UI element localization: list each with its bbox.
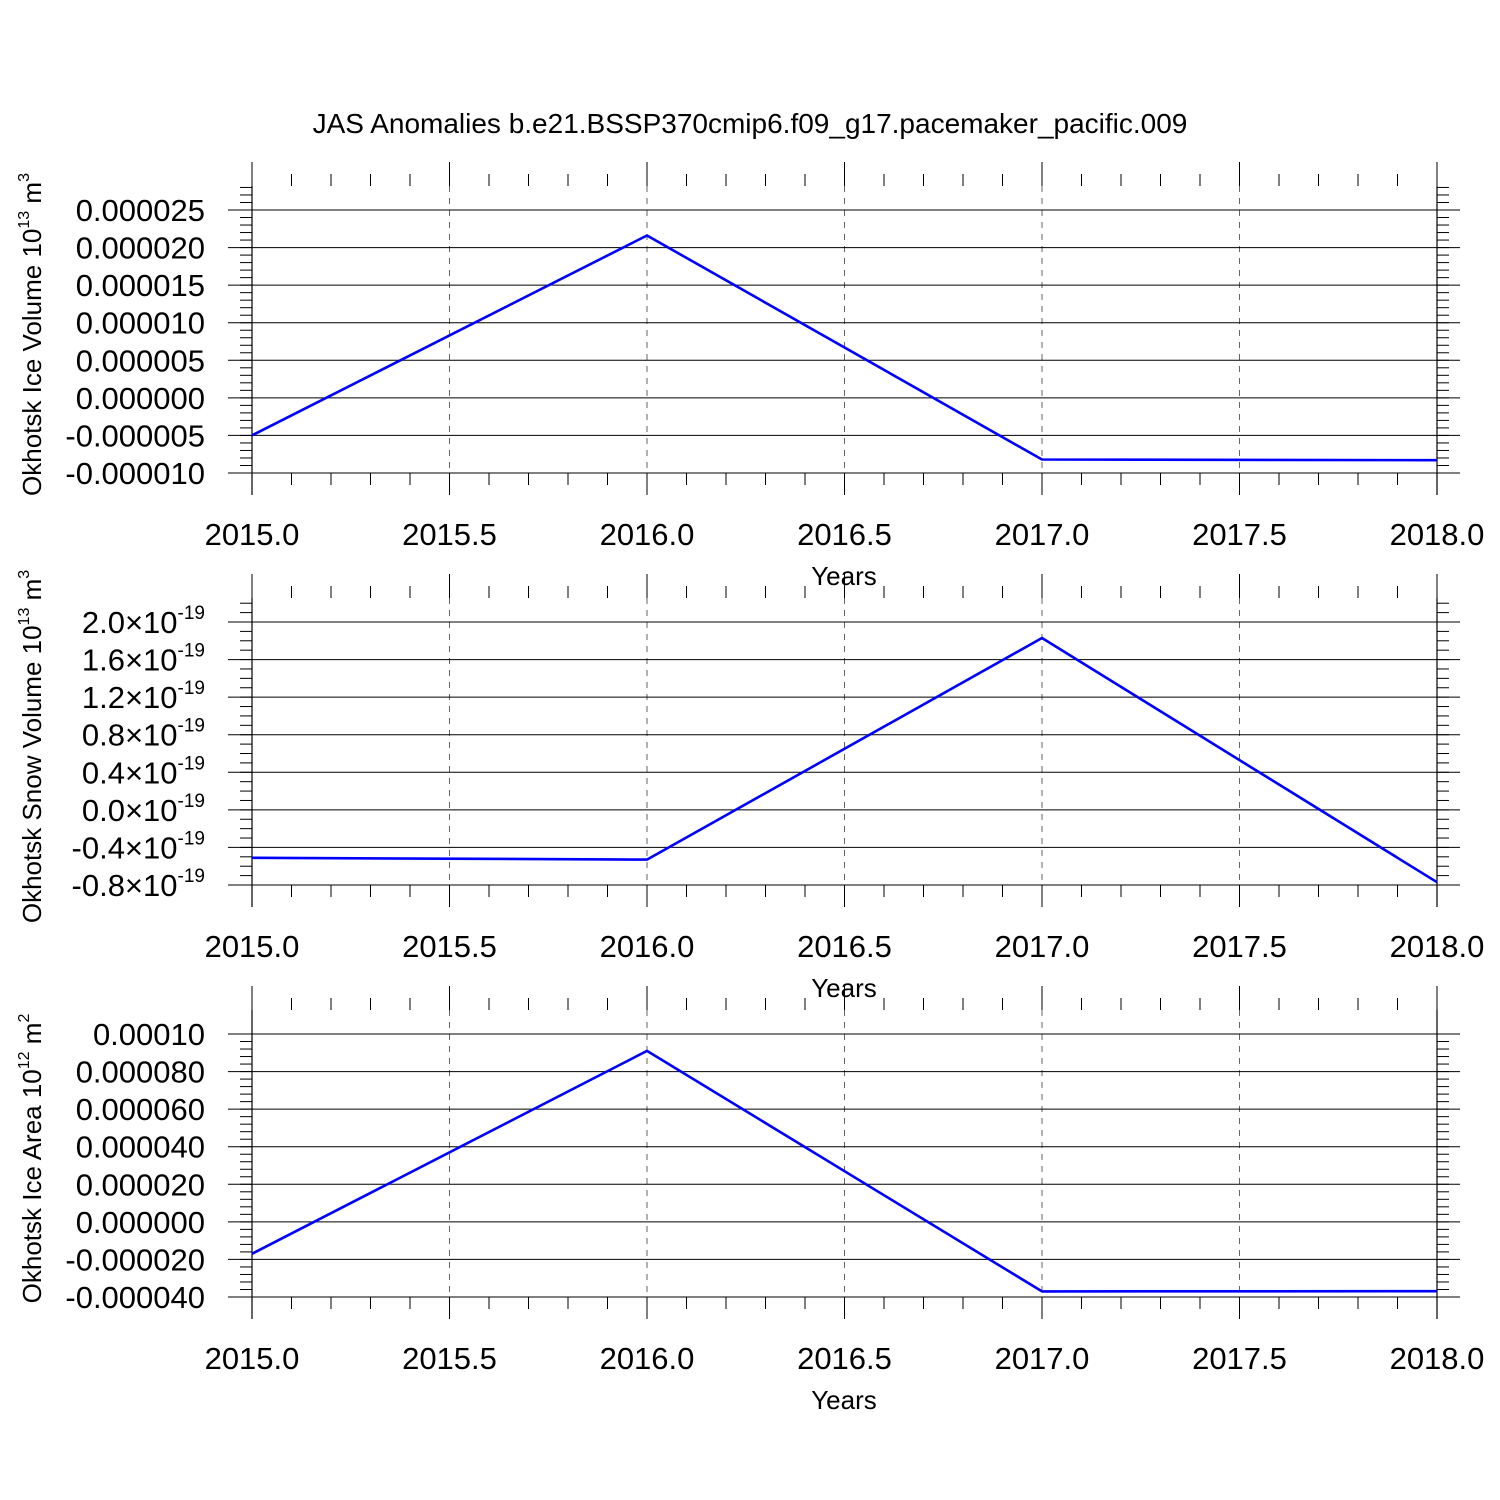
series-line	[251, 1049, 1438, 1293]
y-tick-label: 0.0×10-19	[82, 791, 205, 828]
x-tick-label: 2017.0	[995, 1341, 1090, 1376]
y-tick-label: 2.0×10-19	[82, 603, 205, 640]
x-tick-label: 2016.5	[797, 929, 892, 964]
chart-title: JAS Anomalies b.e21.BSSP370cmip6.f09_g17…	[0, 108, 1500, 140]
x-tick-label: 2016.0	[600, 1341, 695, 1376]
x-tick-label: 2018.0	[1390, 929, 1485, 964]
y-tick-label: 0.000000	[76, 1205, 205, 1240]
y-tick-label: 0.000020	[76, 1167, 205, 1202]
y-tick-label: 0.000000	[76, 381, 205, 416]
x-tick-label: 2017.5	[1192, 517, 1287, 552]
y-tick-label: 0.00010	[93, 1017, 205, 1052]
x-tick-label: 2017.5	[1192, 1341, 1287, 1376]
x-tick-label: 2017.5	[1192, 929, 1287, 964]
y-tick-label: 0.4×10-19	[82, 753, 205, 790]
x-tick-label: 2015.0	[205, 1341, 300, 1376]
y-tick-label: 0.000025	[76, 193, 205, 228]
y-tick-label: 0.000040	[76, 1130, 205, 1165]
x-tick-label: 2015.5	[402, 929, 497, 964]
y-tick-label: -0.000005	[65, 418, 205, 453]
y-tick-label: -0.000020	[65, 1242, 205, 1277]
y-tick-label: 0.000080	[76, 1055, 205, 1090]
x-tick-label: 2017.0	[995, 517, 1090, 552]
y-tick-label: -0.000040	[65, 1280, 205, 1315]
y-tick-label: 0.000010	[76, 306, 205, 341]
x-tick-label: 2018.0	[1390, 517, 1485, 552]
x-tick-label: 2015.0	[205, 929, 300, 964]
y-tick-label: 1.2×10-19	[82, 678, 205, 715]
y-axis-label: Okhotsk Snow Volume 1013 m3	[16, 570, 47, 923]
series-line	[251, 636, 1438, 884]
y-tick-label: -0.4×10-19	[72, 828, 205, 865]
x-tick-label: 2016.0	[600, 517, 695, 552]
x-tick-label: 2016.5	[797, 1341, 892, 1376]
x-tick-label: 2015.5	[402, 1341, 497, 1376]
chart-title-text: JAS Anomalies b.e21.BSSP370cmip6.f09_g17…	[312, 108, 1188, 139]
y-tick-label: -0.000010	[65, 456, 205, 491]
panel-ice-volume: 2015.0 2015.5 2016.0 2016.5 2017.0 2017.5 2018…	[16, 162, 1484, 591]
y-tick-label: 0.000060	[76, 1092, 205, 1127]
panel-ice-area: 2015.0 2015.5 2016.0 2016.5 2017.0 2017.5 2018…	[16, 986, 1484, 1415]
x-tick-label: 2017.0	[995, 929, 1090, 964]
y-tick-label: 0.8×10-19	[82, 716, 205, 753]
y-tick-label: 0.000015	[76, 268, 205, 303]
x-tick-label: 2015.5	[402, 517, 497, 552]
panel-snow-volume: 2015.0 2015.5 2016.0 2016.5 2017.0 2017.5 2018…	[16, 570, 1484, 1003]
y-tick-label: -0.8×10-19	[72, 866, 205, 903]
x-axis-label: Years	[811, 1385, 877, 1415]
y-tick-label: 0.000005	[76, 343, 205, 378]
y-tick-label: 1.6×10-19	[82, 641, 205, 678]
x-tick-label: 2016.0	[600, 929, 695, 964]
x-tick-label: 2016.5	[797, 517, 892, 552]
y-tick-label: 0.000020	[76, 231, 205, 266]
series-line	[251, 234, 1438, 462]
y-axis-label: Okhotsk Ice Volume 1013 m3	[16, 173, 47, 496]
x-tick-label: 2015.0	[205, 517, 300, 552]
y-axis-label: Okhotsk Ice Area 1012 m2	[16, 1014, 47, 1304]
x-tick-label: 2018.0	[1390, 1341, 1485, 1376]
